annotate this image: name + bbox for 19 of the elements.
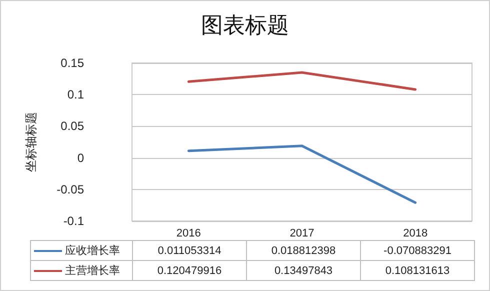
y-axis-title: 坐标轴标题	[24, 112, 38, 172]
y-tick-label: -0.05	[56, 182, 84, 196]
chart-title: 图表标题	[201, 12, 289, 38]
x-tick-label: 2018	[403, 228, 428, 240]
data-label: -0.070883291	[360, 240, 474, 260]
y-tick-label: 0.05	[60, 119, 84, 134]
y-tick-label: 0	[77, 150, 84, 165]
legend-label: 主营增长率	[30, 260, 132, 280]
data-label: 0.108131613	[360, 260, 474, 280]
y-tick-label: 0.1	[67, 88, 84, 102]
data-label: 0.011053314	[132, 240, 246, 260]
y-tick-label: -0.1	[63, 214, 84, 228]
y-tick-label: 0.15	[60, 56, 84, 70]
data-label: 0.018812398	[246, 240, 360, 260]
data-label: 0.13497843	[246, 260, 360, 280]
x-tick-label: 2016	[176, 228, 201, 240]
x-tick-label: 2017	[290, 228, 314, 240]
data-label: 0.120479916	[132, 260, 246, 280]
legend-label: 应收增长率	[30, 240, 132, 260]
